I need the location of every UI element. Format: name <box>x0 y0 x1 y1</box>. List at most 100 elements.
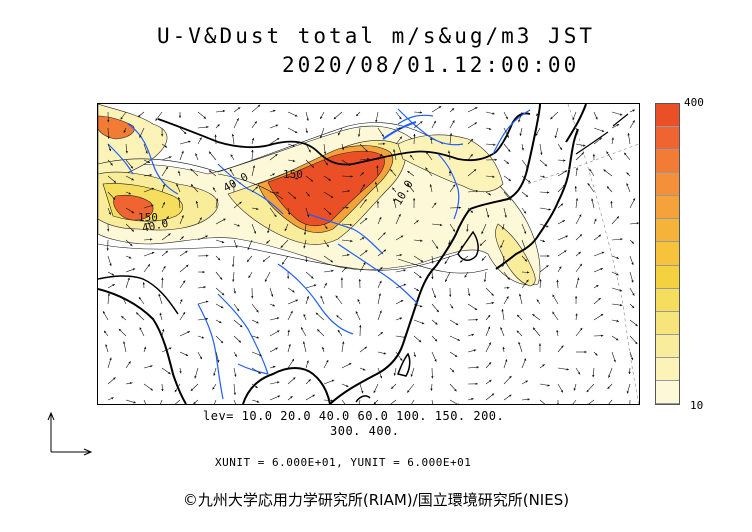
wind-vector-head <box>579 214 582 217</box>
wind-vector-head <box>381 134 384 137</box>
wind-vector-head <box>476 366 479 369</box>
wind-vector-head <box>429 184 432 187</box>
wind-vector-head <box>438 106 442 109</box>
wind-vector-head <box>547 254 550 258</box>
wind-vector-head <box>601 334 604 337</box>
wind-vector-head <box>559 266 562 269</box>
wind-vector-head <box>542 175 545 178</box>
wind-vector-head <box>355 311 358 314</box>
wind-vector-head <box>507 286 510 289</box>
wind-vector-head <box>400 235 404 238</box>
colorbar-min-label: 10 <box>690 399 704 412</box>
wind-vector-head <box>509 376 512 379</box>
wind-vector-head <box>358 279 361 282</box>
wind-vector-head <box>147 264 150 267</box>
wind-vector-head <box>256 207 259 210</box>
wind-vector-head <box>185 250 188 254</box>
wind-vector-head <box>139 135 142 138</box>
wind-vector-head <box>303 232 307 235</box>
wind-vector-head <box>523 247 527 250</box>
wind-vector-head <box>220 340 224 344</box>
colorbar-swatch <box>656 104 679 128</box>
wind-vector-head <box>212 387 215 390</box>
japan-coast <box>495 175 569 270</box>
wind-vector-head <box>275 347 278 350</box>
wind-vector-head <box>203 286 206 289</box>
wind-vector-head <box>341 147 345 151</box>
wind-vector-head <box>391 386 394 389</box>
wind-vector-head <box>223 218 226 221</box>
wind-vector-head <box>631 241 634 244</box>
wind-vector-head <box>632 109 635 112</box>
wind-vector-head <box>613 359 616 363</box>
wind-vector-head <box>587 183 590 186</box>
wind-vector-head <box>176 183 179 187</box>
wind-vector-head <box>410 155 413 158</box>
map-datetime: 2020/08/01.12:00:00 <box>282 53 580 77</box>
wind-vector-head <box>232 279 235 282</box>
wind-vector-head <box>504 215 507 218</box>
wind-vector-head <box>307 193 310 197</box>
wind-vector-head <box>506 161 509 164</box>
wind-vector <box>411 399 415 404</box>
wind-vector-head <box>393 149 396 152</box>
wind-vector-head <box>399 254 402 257</box>
wind-vector-head <box>600 268 603 271</box>
wind-vector-head <box>487 326 491 329</box>
wind-vector-head <box>262 259 266 262</box>
wind-vector-head <box>110 162 113 166</box>
wind-vector-head <box>212 187 216 190</box>
contour-line <box>98 243 459 271</box>
wind-vector-head <box>234 354 237 357</box>
wind-vector-head <box>416 288 419 291</box>
graticule <box>527 104 639 404</box>
wind-vector-head <box>460 260 463 263</box>
wind-vector-head <box>525 165 529 169</box>
wind-vector-head <box>128 192 131 195</box>
colorbar-swatch <box>656 288 679 312</box>
wind-vector-head <box>256 336 259 339</box>
wind-vector-head <box>540 152 543 155</box>
wind-vector-head <box>150 238 153 241</box>
wind-vector-head <box>107 136 110 139</box>
wind-vector-head <box>151 187 155 190</box>
wind-vector-head <box>294 114 298 117</box>
wind-vector-head <box>131 210 135 214</box>
wind-vector-head <box>626 172 629 175</box>
wind-vector-head <box>357 299 360 302</box>
dust-band-north <box>397 134 504 193</box>
wind-vector-head <box>577 277 580 280</box>
wind-vector-head <box>373 401 377 404</box>
contour-line <box>98 122 444 173</box>
wind-vector-head <box>376 201 380 204</box>
wind-vector-head <box>452 120 455 123</box>
colorbar-swatch <box>656 150 679 174</box>
wind-vector-head <box>190 184 194 187</box>
wind-vector-head <box>488 342 491 345</box>
river <box>217 293 269 375</box>
wind-vector-head <box>229 168 233 172</box>
wind-vector-head <box>375 119 378 123</box>
wind-vector-head <box>277 381 280 384</box>
wind-vector-head <box>112 197 116 200</box>
wind-vector-head <box>379 280 382 284</box>
wind-vector-head <box>492 175 495 178</box>
wind-vector-head <box>517 314 520 318</box>
wind-vector-head <box>578 251 581 255</box>
wind-vector-head <box>361 390 364 394</box>
wind-vector-head <box>222 109 226 113</box>
wind-vector-head <box>348 363 352 366</box>
wind-vector-head <box>473 349 477 352</box>
wind-vector-head <box>142 282 145 285</box>
wind-vector-head <box>291 358 294 362</box>
river <box>237 363 269 375</box>
wind-vector-head <box>598 298 601 301</box>
wind-vector-head <box>292 159 296 163</box>
wind-vector-head <box>301 327 304 330</box>
dust-core-west <box>113 194 154 221</box>
colorbar-swatch <box>656 334 679 358</box>
wind-vector-head <box>255 385 258 388</box>
wind-vector-head <box>433 202 437 206</box>
wind-vector-head <box>564 250 567 253</box>
wind-vector-head <box>326 360 329 363</box>
